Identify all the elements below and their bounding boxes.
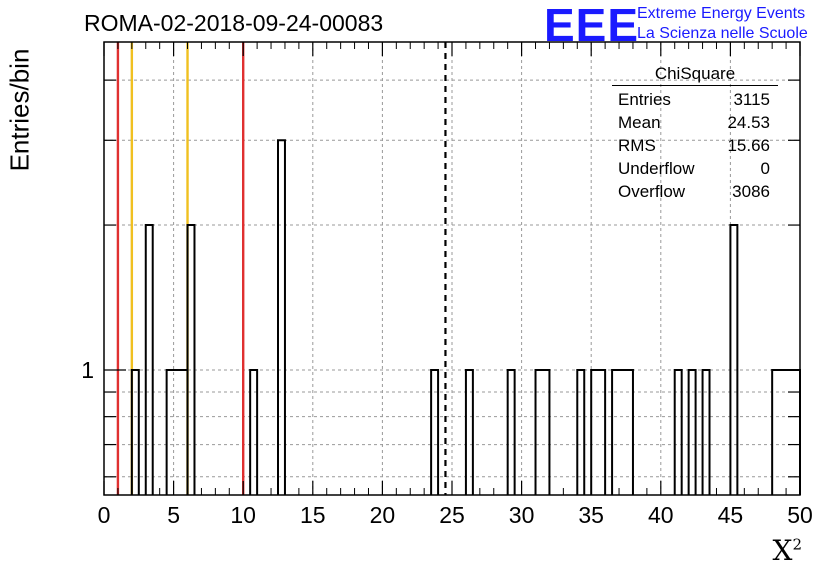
- y-tick-label: 1: [81, 357, 94, 383]
- histogram-bin: [277, 139, 286, 495]
- x-tick-label: 10: [230, 502, 256, 528]
- x-tick-label: 30: [509, 502, 535, 528]
- histogram-bin: [590, 368, 607, 495]
- histogram-bin: [611, 368, 634, 495]
- x-axis-label-sup: 2: [792, 535, 802, 554]
- x-tick-label: 45: [718, 502, 744, 528]
- stats-value: 3115: [733, 90, 770, 109]
- histogram-bin: [144, 224, 154, 495]
- stats-row-overflow: Overflow 3086: [612, 180, 778, 203]
- x-tick-label: 50: [787, 502, 813, 528]
- histogram-bin: [673, 368, 683, 495]
- x-tick-label: 25: [439, 502, 465, 528]
- histogram-bin: [130, 368, 140, 495]
- histogram-bin: [165, 368, 189, 495]
- stats-label: Overflow: [618, 182, 686, 201]
- stats-label: Underflow: [618, 159, 695, 178]
- histogram-bin: [687, 368, 697, 495]
- histogram-bin: [249, 368, 259, 495]
- grid-layer: [104, 42, 800, 495]
- x-tick-label: 20: [370, 502, 396, 528]
- histogram-bin: [464, 368, 474, 495]
- stats-value: 0: [760, 159, 770, 178]
- tick-labels: 0 5 10 15 20 25 30 35 40 45 50 1: [81, 357, 813, 528]
- histogram-bars: [130, 139, 801, 495]
- histogram-bin: [729, 224, 739, 495]
- run-title: ROMA-02-2018-09-24-00083: [84, 10, 384, 36]
- logo-line-1: Extreme Energy Events: [637, 5, 806, 22]
- x-tick-label: 15: [300, 502, 326, 528]
- axis-ticks: [103, 42, 801, 495]
- stats-label: Entries: [618, 90, 671, 109]
- stats-value: 3086: [732, 182, 770, 201]
- histogram-bin: [701, 368, 711, 495]
- y-axis-label: Entries/bin: [4, 48, 35, 172]
- x-tick-label: 5: [167, 502, 180, 528]
- stats-box: ChiSquare Entries 3115 Mean 24.53 RMS 15.66…: [612, 64, 778, 203]
- x-tick-label: 0: [98, 502, 111, 528]
- x-axis-label: X2: [773, 534, 802, 567]
- x-tick-label: 35: [578, 502, 604, 528]
- stats-row-entries: Entries 3115: [612, 88, 778, 111]
- histogram-bin: [186, 224, 196, 495]
- histogram-bin: [506, 368, 516, 495]
- stats-label: RMS: [618, 136, 656, 155]
- logo-line-2: La Scienza nelle Scuole: [637, 25, 808, 42]
- histogram-bin: [430, 368, 440, 495]
- histogram-bin: [534, 368, 551, 495]
- histogram-bin: [576, 368, 586, 495]
- stats-row-underflow: Underflow 0: [612, 157, 778, 180]
- x-axis-label-base: X: [772, 534, 793, 567]
- stats-value: 15.66: [727, 136, 770, 155]
- eee-logo: EEE: [544, 0, 640, 51]
- x-tick-label: 40: [648, 502, 674, 528]
- stats-value: 24.53: [727, 113, 770, 132]
- stats-name: ChiSquare: [612, 64, 778, 86]
- stats-row-mean: Mean 24.53: [612, 111, 778, 134]
- stats-row-rms: RMS 15.66: [612, 134, 778, 157]
- stats-label: Mean: [618, 113, 661, 132]
